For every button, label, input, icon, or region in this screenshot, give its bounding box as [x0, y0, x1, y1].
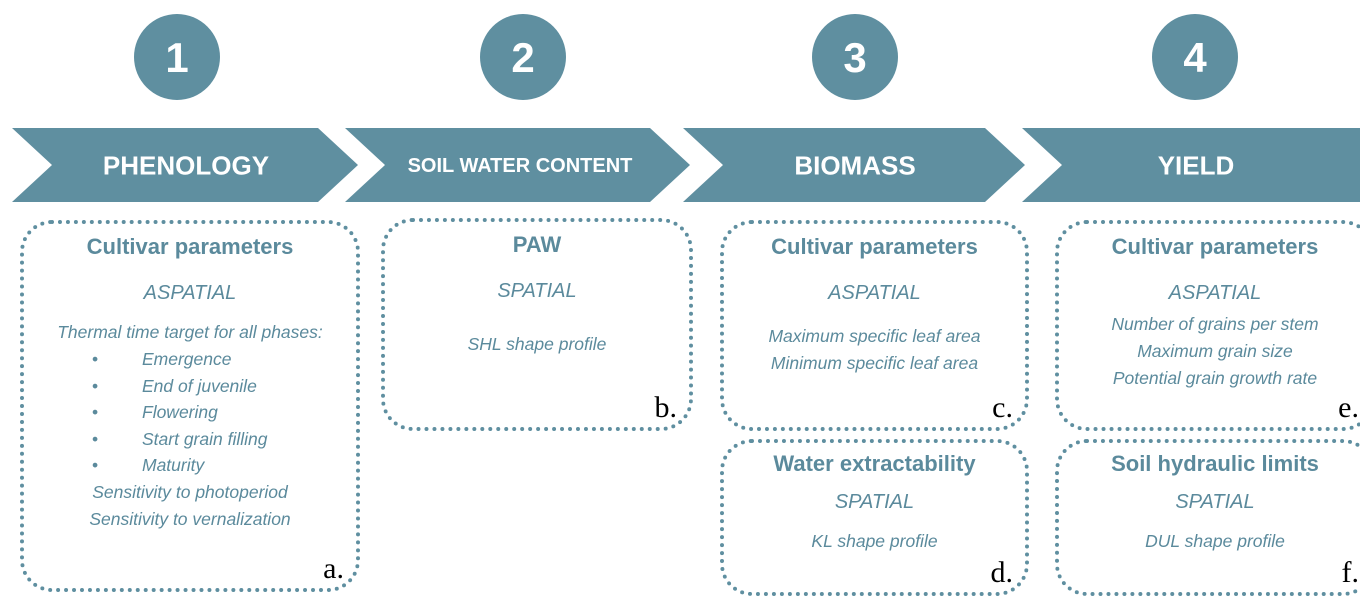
chevron [683, 128, 1025, 202]
step-number: 2 [511, 34, 534, 81]
box-line: Maximum specific leaf area [768, 326, 981, 346]
step-label: SOIL WATER CONTENT [408, 155, 633, 177]
panel-letter: b. [654, 391, 678, 424]
box-line: DUL shape profile [1145, 531, 1285, 551]
box-title: Cultivar parameters [1111, 234, 1319, 259]
bullet-item: Maturity [24, 452, 356, 479]
bullet-item: Flowering [24, 399, 356, 426]
box-title: Soil hydraulic limits [1111, 451, 1319, 476]
step-label: BIOMASS [794, 150, 915, 180]
chevron [345, 128, 690, 202]
box-scope: SPATIAL [497, 280, 577, 302]
box-line: KL shape profile [811, 531, 938, 551]
box-line: Maximum grain size [1137, 341, 1293, 361]
step-circle [1152, 14, 1238, 100]
panel-letter: f. [1341, 556, 1360, 589]
box-title: Water extractability [773, 451, 976, 476]
box-line: Sensitivity to vernalization [89, 508, 291, 529]
step-label: PHENOLOGY [103, 150, 269, 180]
box-line: Minimum specific leaf area [770, 353, 979, 373]
parameter-box: Cultivar parameters ASPATIAL Maximum speci… [720, 220, 1029, 431]
step-circle [812, 14, 898, 100]
chevron [1022, 128, 1360, 202]
box-line: SHL shape profile [467, 334, 607, 354]
bullet-item: Emergence [24, 346, 356, 373]
box-scope: SPATIAL [1175, 491, 1255, 513]
box-line: Sensitivity to photoperiod [92, 481, 288, 502]
parameter-box: PAW SPATIAL SHL shape profile b. [381, 218, 693, 431]
box-line: Number of grains per stem [1111, 314, 1319, 334]
parameter-box: Cultivar parameters ASPATIAL Number of gra… [1055, 220, 1360, 431]
panel-letter: d. [990, 556, 1014, 589]
step-circle [480, 14, 566, 100]
panel-letter: a. [323, 552, 344, 585]
step-circle [134, 14, 220, 100]
bullet-item: Start grain filling [24, 426, 356, 453]
box-scope: ASPATIAL [143, 282, 237, 304]
step-number: 1 [165, 34, 188, 81]
parameter-box: Soil hydraulic limits SPATIAL DUL shape pr… [1055, 439, 1360, 596]
panel-letter: e. [1338, 391, 1359, 424]
box-title: PAW [512, 232, 562, 257]
step-number: 4 [1183, 34, 1207, 81]
parameter-box: Cultivar parameters ASPATIAL Thermal time … [20, 220, 360, 592]
box-scope: ASPATIAL [828, 282, 921, 304]
parameter-box: Water extractability SPATIAL KL shape prof… [720, 439, 1029, 596]
step-number: 3 [843, 34, 866, 81]
panel-letter: c. [992, 391, 1013, 424]
box-title: Cultivar parameters [771, 234, 978, 259]
step-label: YIELD [1158, 150, 1235, 180]
box-line: Thermal time target for all phases: [57, 322, 323, 342]
box-title: Cultivar parameters [86, 234, 294, 259]
box-scope: SPATIAL [834, 491, 915, 513]
box-line: Potential grain growth rate [1112, 368, 1318, 388]
box-scope: ASPATIAL [1168, 282, 1262, 304]
chevron [12, 128, 358, 202]
bullet-item: End of juvenile [24, 373, 356, 400]
